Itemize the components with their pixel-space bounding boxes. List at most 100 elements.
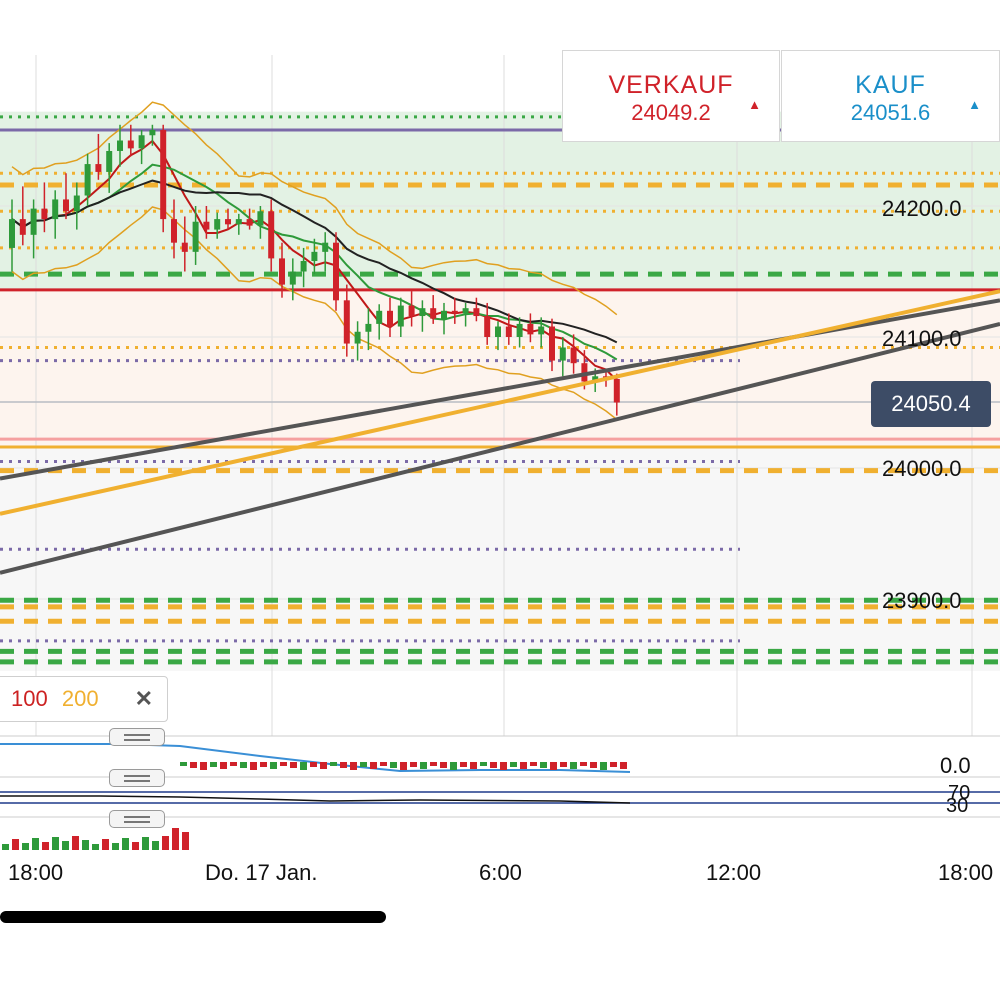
candle-body [408, 305, 415, 317]
moving-average-legend[interactable]: 100 200 ✕ [0, 676, 168, 722]
macd-histogram-bar [490, 762, 497, 768]
candle-body [257, 211, 264, 226]
trend-line-lower [0, 321, 1000, 575]
price-tick-24100: 24100.0 [882, 326, 962, 351]
candle-body [559, 347, 566, 361]
candle-body [127, 140, 134, 149]
rsi-line [0, 795, 631, 804]
candle-body [268, 211, 275, 259]
candle-body [387, 310, 393, 327]
buy-quote-button[interactable]: KAUF 24051.6 ▲ [781, 50, 1000, 142]
candle-body [311, 251, 318, 262]
volume-bar [2, 844, 9, 850]
volume-bar [112, 843, 119, 850]
candle-body [613, 378, 620, 403]
candle-body [527, 323, 534, 335]
macd-histogram-bar [600, 762, 607, 770]
candle-body [19, 219, 26, 235]
neutral-zone [0, 447, 1000, 672]
indicator-background [0, 736, 1000, 850]
candle-body [160, 130, 167, 220]
candle-body [30, 208, 37, 235]
macd-histogram-bar [590, 762, 597, 768]
sell-label: VERKAUF [608, 71, 734, 99]
candle-body [495, 326, 501, 337]
ma100-label: 100 [11, 686, 48, 711]
candle-body [441, 310, 447, 319]
time-tick-date: Do. 17 Jan. [205, 860, 318, 885]
candle-body [289, 271, 296, 285]
volume-bar [22, 843, 29, 850]
red-zone [0, 289, 1000, 448]
macd-histogram-bar [300, 762, 307, 770]
macd-histogram-bar [260, 762, 267, 767]
candle-body [516, 323, 523, 337]
time-tick-1800: 18:00 [8, 860, 63, 885]
candle-body [225, 219, 231, 225]
macd-histogram-bar [580, 762, 587, 766]
candle-body [73, 195, 80, 212]
macd-histogram-bar [220, 762, 227, 769]
volume-bar [32, 838, 39, 850]
candle-body [505, 326, 512, 337]
panel-resize-handle[interactable] [109, 810, 165, 828]
candle-body [430, 308, 437, 319]
macd-histogram-bar [620, 762, 627, 769]
buy-label: KAUF [855, 71, 926, 99]
volume-bar [42, 842, 49, 850]
candle-body [279, 258, 285, 285]
macd-histogram-bar [270, 762, 277, 769]
macd-histogram-bar [180, 762, 187, 766]
volume-bar [82, 840, 89, 850]
candle-body [214, 219, 221, 230]
candle-body [484, 316, 491, 337]
candle-body [322, 242, 329, 252]
macd-histogram-bar [310, 762, 317, 767]
candle-body [451, 310, 458, 314]
time-tick-1800-b: 18:00 [938, 860, 993, 885]
close-icon[interactable]: ✕ [134, 686, 153, 711]
macd-histogram-bar [470, 762, 477, 769]
candle-body [462, 308, 469, 314]
macd-histogram-bar [190, 762, 197, 768]
macd-histogram-bar [400, 762, 407, 770]
macd-histogram-bar [350, 762, 357, 770]
macd-histogram-bar [360, 762, 367, 767]
candle-body [333, 242, 339, 301]
trend-lines [0, 289, 1000, 575]
candle-body [365, 323, 372, 332]
time-tick-1200: 12:00 [706, 860, 761, 885]
volume-bar [182, 832, 189, 850]
macd-histogram-bar [510, 762, 517, 767]
sell-quote-button[interactable]: VERKAUF 24049.2 ▲ [562, 50, 780, 142]
macd-histogram-bar [500, 762, 507, 770]
volume-bar [92, 844, 99, 850]
candles [9, 124, 620, 416]
panel-resize-handle[interactable] [109, 769, 165, 787]
candle-body [138, 135, 145, 149]
bollinger-upper-line [11, 101, 618, 316]
price-tick-24000: 24000.0 [882, 456, 962, 481]
sell-price: 24049.2 [631, 100, 711, 125]
candle-body [117, 140, 123, 151]
candle-body [84, 164, 91, 196]
volume-bar [62, 841, 69, 850]
macd-histogram-bar [250, 762, 257, 770]
volume-bar [72, 836, 79, 850]
horizontal-scrollbar[interactable] [0, 911, 386, 923]
macd-histogram-bar [530, 762, 537, 766]
macd-histogram-bar [200, 762, 207, 770]
macd-histogram-bar [450, 762, 457, 770]
macd-histogram-bar [280, 762, 287, 766]
volume-bar [142, 837, 149, 850]
price-tick-24200: 24200.0 [882, 196, 962, 221]
panel-resize-handle[interactable] [109, 728, 165, 746]
candle-body [376, 310, 383, 324]
candle-body [203, 221, 210, 230]
volume-bar [152, 841, 159, 850]
candle-body [52, 199, 59, 220]
candle-body [235, 219, 242, 225]
candle-body [63, 199, 69, 212]
macd-histogram-bar [290, 762, 297, 768]
